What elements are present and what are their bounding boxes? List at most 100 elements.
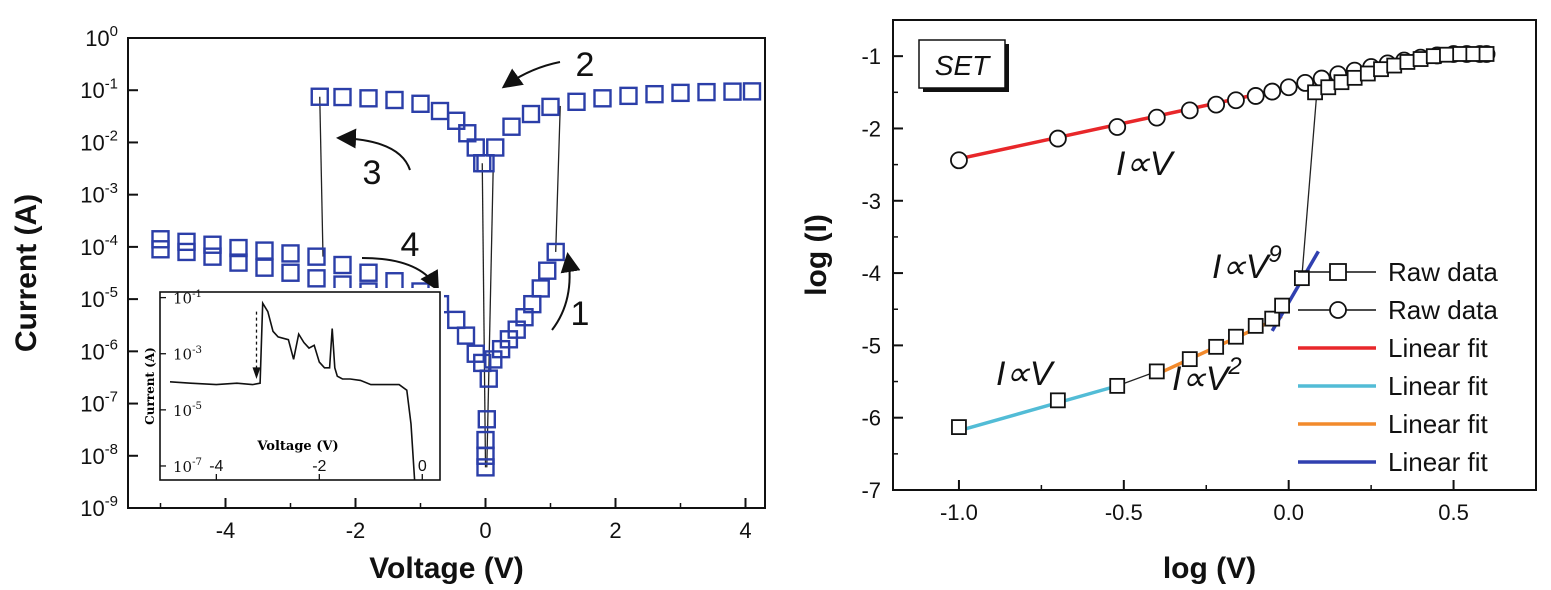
left-y-tick-label: 10-7 [80,389,118,417]
left-data-point [281,244,300,263]
inset-y-tick-label: 10-3 [173,345,202,364]
left-data-point [307,269,326,288]
right-data-point-square [1228,328,1244,345]
right-data-point-square [1208,338,1225,355]
right-data-point-square [1439,46,1455,63]
left-data-point [541,97,560,117]
right-data-point-circle [1180,101,1199,120]
legend-label: Raw data [1388,295,1498,325]
left-data-point [477,410,496,429]
right-data-point-circle [1108,118,1127,136]
left-branch-connector [481,163,487,468]
left-data-point [546,242,565,262]
right-y-tick-label: -5 [861,333,881,358]
left-sweep-label: 1 [571,295,590,333]
left-data-point [473,353,492,373]
left-data-point [307,247,326,266]
left-y-tick-label: 10-4 [80,232,118,260]
left-data-point [697,82,716,102]
left-data-point [447,310,466,330]
left-data-point [333,87,352,107]
left-y-tick-label: 10-3 [80,180,118,208]
left-y-tick-label: 10-9 [80,493,118,521]
left-data-point [619,86,638,106]
left-data-point [484,350,503,369]
left-y-tick-label: 10-5 [80,284,118,312]
inset-x-tick-label: -2 [312,458,326,475]
left-data-point [742,82,762,101]
left-data-point [151,240,170,259]
left-data-point [229,253,248,272]
left-y-tick-label: 10-8 [80,441,118,469]
left-data-point [456,326,476,345]
right-x-tick-label: -0.5 [1105,500,1143,525]
inset-y-tick-label: 10-7 [173,457,202,476]
left-branch-connector [319,96,324,257]
left-y-tick-label: 10-1 [80,75,118,103]
inset-y-tick-label: 10-1 [173,289,202,308]
left-data-point [203,235,222,254]
right-data-point-circle [1147,108,1166,127]
left-x-tick-label: -2 [346,518,366,543]
inset-x-tick-label: -4 [209,458,223,475]
left-branch-connector [555,105,561,252]
legend-square-marker [1329,263,1347,281]
set-box-label: SET [935,50,991,81]
left-data-point [310,87,329,106]
right-data-point-square [1264,310,1281,327]
right-data-point-square [1346,69,1363,86]
left-x-tick-label: 4 [739,518,751,543]
left-data-point [447,111,466,130]
right-data-point-circle [950,151,968,170]
right-fit-line [958,384,1118,433]
left-sweep-label: 4 [401,226,420,264]
left-data-point [531,279,550,298]
left-data-point [538,261,557,280]
right-data-point-square [1293,270,1310,287]
left-data-point [255,258,274,277]
left-data-point [521,104,541,124]
right-y-tick-label: -4 [861,261,881,286]
right-data-point-square [1359,65,1376,82]
left-sweep-arrow [501,61,561,89]
left-sweep-arrow [551,252,581,331]
left-y-tick-label: 100 [85,23,118,51]
left-sweep-arrow [336,128,411,171]
left-data-point [476,446,495,465]
right-data-point-square [1412,51,1429,67]
right-data-point-square [1478,46,1495,62]
legend-label: Linear fit [1388,333,1488,363]
right-fit-annotation: I∝V2 [1172,353,1242,398]
right-data-point-square [1399,54,1416,70]
left-data-point [359,89,378,108]
legend-circle-marker [1329,301,1347,319]
right-x-tick-label: 0.0 [1273,500,1304,525]
left-data-point [411,94,430,113]
left-data-point [502,117,521,136]
left-data-point [723,82,742,101]
right-data-point-square [1247,317,1264,334]
right-y-tick-label: -1 [861,44,881,69]
right-connector-line [1301,93,1318,277]
left-data-point [430,101,450,121]
right-fit-annotation: I∝V [1116,145,1176,183]
legend-label: Linear fit [1388,371,1488,401]
left-data-point [203,247,222,266]
left-sweep-arrow [361,257,439,292]
left-data-point [177,232,196,252]
left-x-tick-label: 2 [609,518,621,543]
right-data-point-square [1386,57,1403,74]
right-x-axis-title: log (V) [1163,552,1256,585]
left-data-point [476,458,495,477]
right-x-tick-label: 0.5 [1438,500,1469,525]
left-plot-frame [127,37,766,509]
left-data-point [151,230,170,249]
right-y-tick-label: -6 [861,406,881,431]
right-data-point-circle [1246,87,1265,105]
right-data-point-square [1320,79,1337,96]
right-y-tick-label: -3 [861,189,881,214]
set-box [918,39,1006,89]
right-x-tick-label: -1.0 [940,500,978,525]
left-data-point [671,83,690,103]
